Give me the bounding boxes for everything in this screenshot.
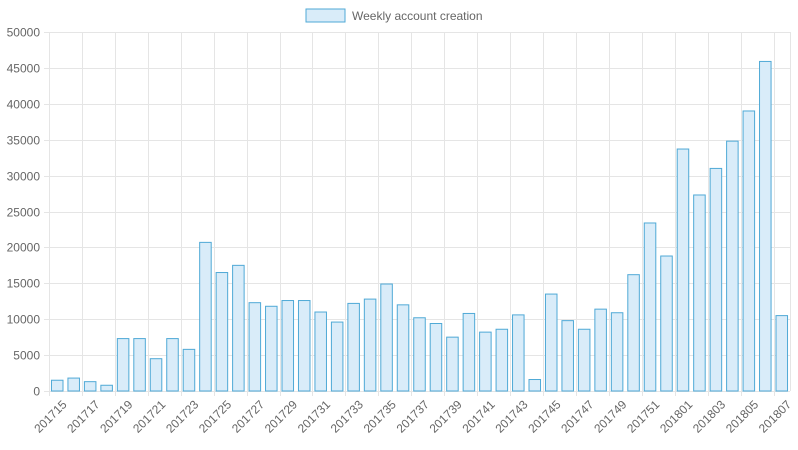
x-tick-label: 201801: [657, 397, 695, 435]
y-tick-label: 10000: [7, 313, 41, 327]
bar-201717[interactable]: [83, 381, 97, 392]
bar-201723[interactable]: [182, 348, 196, 392]
x-tick-label: 201719: [97, 397, 135, 435]
x-tick-label: 201735: [361, 397, 399, 435]
bar-201730[interactable]: [297, 300, 311, 392]
x-tick-label: 201723: [163, 397, 201, 435]
bar-201734[interactable]: [363, 298, 377, 392]
y-tick-label: 15000: [7, 277, 41, 291]
bar-201745[interactable]: [544, 293, 558, 392]
x-tick-label: 201731: [295, 397, 333, 435]
bar-201751[interactable]: [643, 222, 657, 392]
x-tick-label: 201807: [756, 397, 794, 435]
legend-swatch[interactable]: [305, 8, 346, 23]
bar-201732[interactable]: [330, 321, 344, 392]
y-tick-label: 20000: [7, 241, 41, 255]
bar-201802[interactable]: [693, 194, 706, 392]
y-tick-label: 30000: [7, 170, 41, 184]
y-tick-label: 35000: [7, 134, 41, 148]
x-tick-label: 201729: [262, 397, 300, 435]
bar-201731[interactable]: [314, 311, 327, 392]
bar-201741[interactable]: [479, 331, 492, 392]
bar-201733[interactable]: [347, 302, 360, 392]
bar-201721[interactable]: [149, 358, 163, 392]
bar-201738[interactable]: [429, 323, 443, 392]
bars: [50, 60, 789, 392]
x-tick-label: 201751: [624, 397, 662, 435]
y-tick-label: 50000: [7, 26, 41, 40]
x-tick-label: 201805: [723, 397, 761, 435]
bar-201715[interactable]: [50, 379, 64, 392]
bar-201748[interactable]: [594, 308, 607, 392]
bar-201727[interactable]: [248, 302, 262, 392]
bar-201803[interactable]: [709, 167, 723, 392]
y-tick-label: 5000: [13, 349, 40, 363]
bar-201722[interactable]: [166, 338, 179, 392]
bar-201729[interactable]: [281, 300, 295, 392]
y-tick-label: 40000: [7, 98, 41, 112]
bar-201737[interactable]: [413, 317, 426, 392]
x-tick-label: 201749: [591, 397, 629, 435]
x-tick-label: 201803: [690, 397, 728, 435]
x-tick-label: 201739: [427, 397, 465, 435]
bar-201739[interactable]: [446, 336, 459, 392]
x-tick-label: 201725: [196, 397, 234, 435]
bar-201718[interactable]: [100, 384, 113, 392]
bar-201724[interactable]: [199, 241, 212, 392]
x-tick-label: 201721: [130, 397, 168, 435]
y-axis-ticks: 0 5000 10000 15000 20000 25000 30000 35000 40000…: [7, 26, 41, 399]
legend-label[interactable]: Weekly account creation: [352, 9, 483, 23]
x-tick-label: 201733: [328, 397, 366, 435]
bar-201736[interactable]: [396, 304, 410, 392]
bar-201742[interactable]: [495, 328, 509, 392]
bar-201719[interactable]: [116, 338, 130, 392]
bar-201728[interactable]: [265, 305, 278, 392]
y-tick-label: 0: [33, 385, 40, 399]
x-tick-label: 201715: [31, 397, 69, 435]
bar-201720[interactable]: [133, 338, 146, 392]
x-tick-label: 201741: [459, 397, 497, 435]
bar-201743[interactable]: [512, 314, 525, 392]
x-tick-label: 201747: [558, 397, 596, 435]
bar-201805[interactable]: [742, 110, 756, 392]
bar-201747[interactable]: [577, 328, 591, 392]
bar-201807[interactable]: [775, 315, 789, 392]
bar-201749[interactable]: [610, 312, 624, 392]
bar-201735[interactable]: [380, 283, 393, 392]
bar-201740[interactable]: [462, 312, 476, 392]
y-tick-label: 45000: [7, 62, 41, 76]
x-axis-ticks: 2017152017172017192017212017232017252017…: [31, 397, 794, 435]
bar-201716[interactable]: [67, 377, 80, 392]
bar-201726[interactable]: [232, 264, 245, 392]
bar-201725[interactable]: [215, 272, 229, 392]
bar-201806[interactable]: [759, 60, 772, 392]
bar-201752[interactable]: [660, 255, 673, 392]
x-tick-label: 201745: [525, 397, 563, 435]
grid-lines: [44, 32, 791, 396]
x-tick-label: 201743: [492, 397, 530, 435]
x-tick-label: 201727: [229, 397, 267, 435]
x-tick-label: 201717: [64, 397, 102, 435]
bar-201804[interactable]: [726, 140, 739, 392]
bar-201746[interactable]: [561, 320, 574, 392]
y-tick-label: 25000: [7, 206, 41, 220]
x-tick-label: 201737: [394, 397, 432, 435]
bar-201744[interactable]: [528, 379, 542, 392]
bar-201801[interactable]: [676, 148, 690, 392]
legend[interactable]: Weekly account creation: [305, 8, 483, 23]
bar-201750[interactable]: [627, 274, 640, 392]
